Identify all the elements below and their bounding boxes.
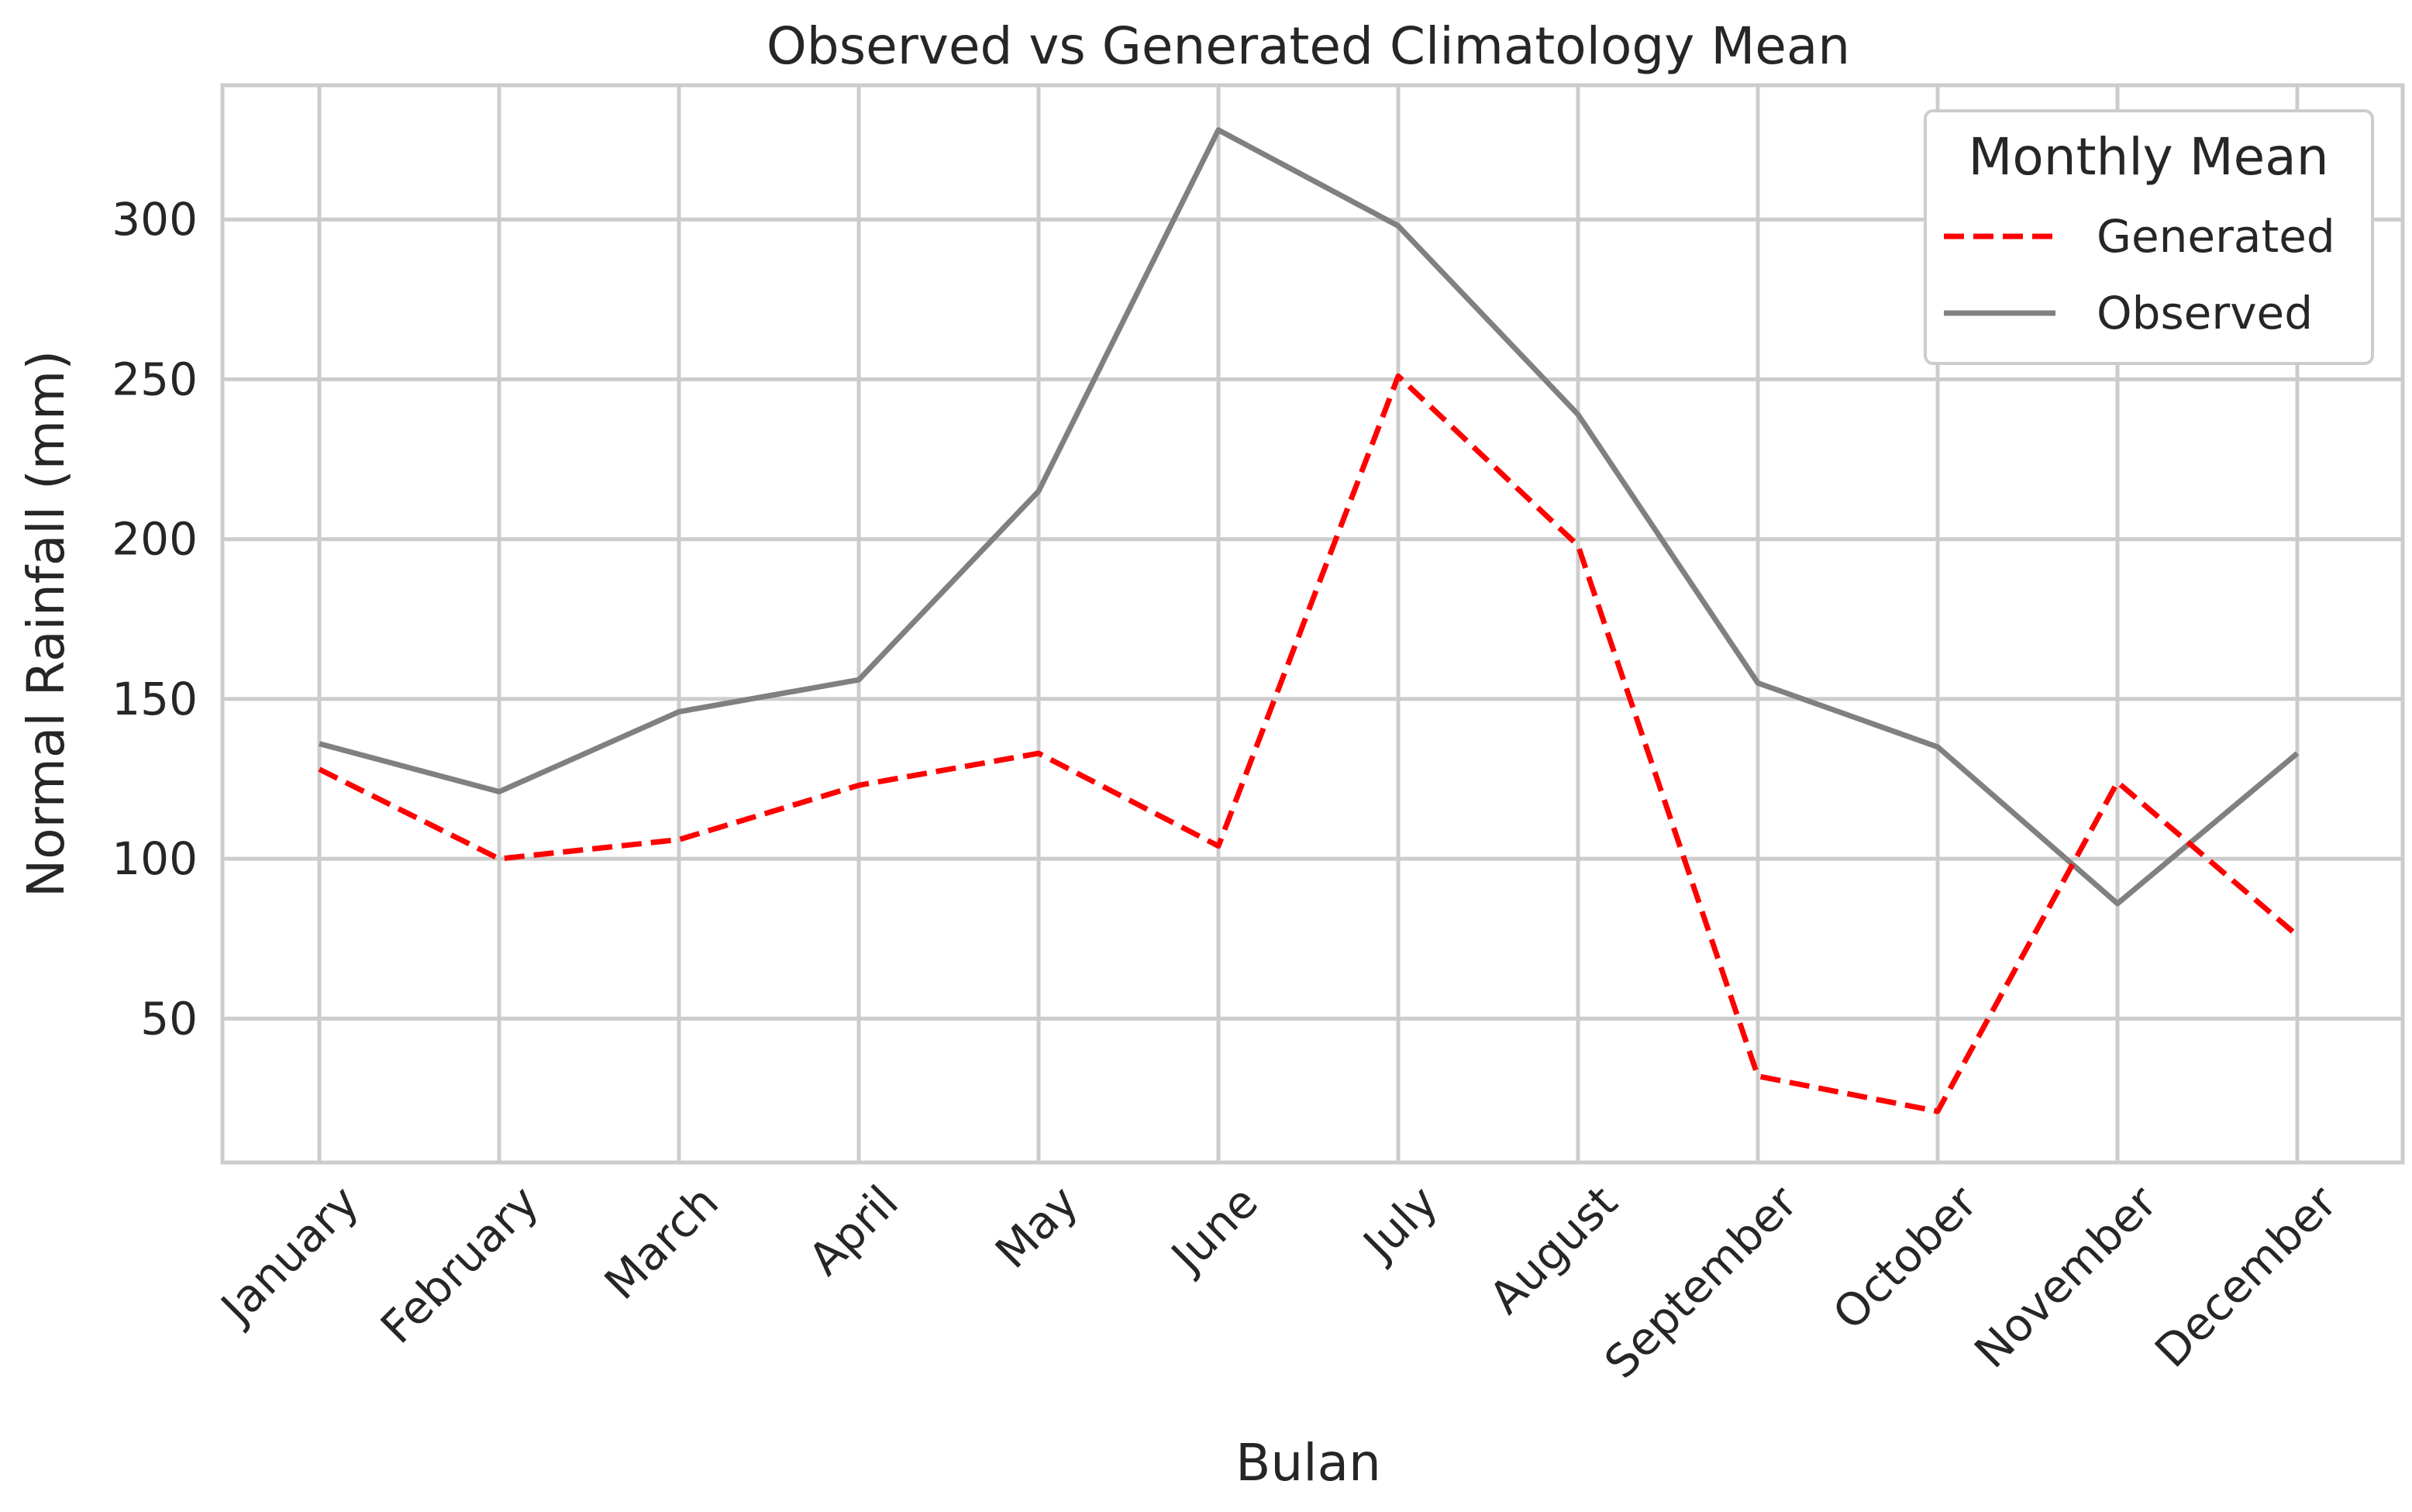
series-layer bbox=[318, 127, 2300, 1114]
x-tick-label: December bbox=[2145, 1176, 2347, 1378]
y-tick-label: 50 bbox=[140, 992, 198, 1045]
legend-box bbox=[1924, 109, 2374, 365]
grid bbox=[222, 85, 2403, 1162]
x-tick-label: January bbox=[209, 1176, 369, 1335]
y-tick-label: 300 bbox=[112, 193, 198, 246]
x-tick-label: July bbox=[1352, 1176, 1448, 1272]
x-tick-label: May bbox=[985, 1176, 1088, 1279]
x-tick-label: April bbox=[798, 1176, 908, 1286]
x-tick-label: June bbox=[1159, 1176, 1268, 1284]
legend-label-observed: Observed bbox=[2097, 287, 2313, 339]
x-tick-label: October bbox=[1823, 1176, 1987, 1340]
y-tick-label: 200 bbox=[112, 513, 198, 566]
y-tick-label: 100 bbox=[112, 832, 198, 885]
x-tick-label: August bbox=[1479, 1176, 1628, 1324]
legend: Monthly Mean Generated Observed bbox=[1924, 109, 2374, 365]
x-tick-label: March bbox=[594, 1176, 729, 1310]
x-tick-label: November bbox=[1964, 1176, 2167, 1379]
x-tick-label: February bbox=[370, 1176, 549, 1354]
x-tick-labels: January February March April May June July Augu… bbox=[209, 1176, 2347, 1389]
series-line-generated bbox=[318, 373, 2300, 1114]
x-axis-label: Bulan bbox=[1235, 1433, 1381, 1493]
y-axis-label: Normal Rainfall (mm) bbox=[16, 350, 76, 897]
y-tick-label: 150 bbox=[112, 673, 198, 725]
y-tick-labels: 50 100 150 200 250 300 bbox=[112, 193, 198, 1045]
series-line-observed bbox=[319, 127, 2300, 907]
y-tick-label: 250 bbox=[112, 353, 198, 405]
chart-title: Observed vs Generated Climatology Mean bbox=[767, 16, 1850, 76]
legend-label-generated: Generated bbox=[2097, 210, 2335, 263]
plot-frame bbox=[220, 83, 2405, 1165]
x-tick-label: September bbox=[1594, 1176, 1807, 1389]
legend-title: Monthly Mean bbox=[1968, 127, 2328, 187]
